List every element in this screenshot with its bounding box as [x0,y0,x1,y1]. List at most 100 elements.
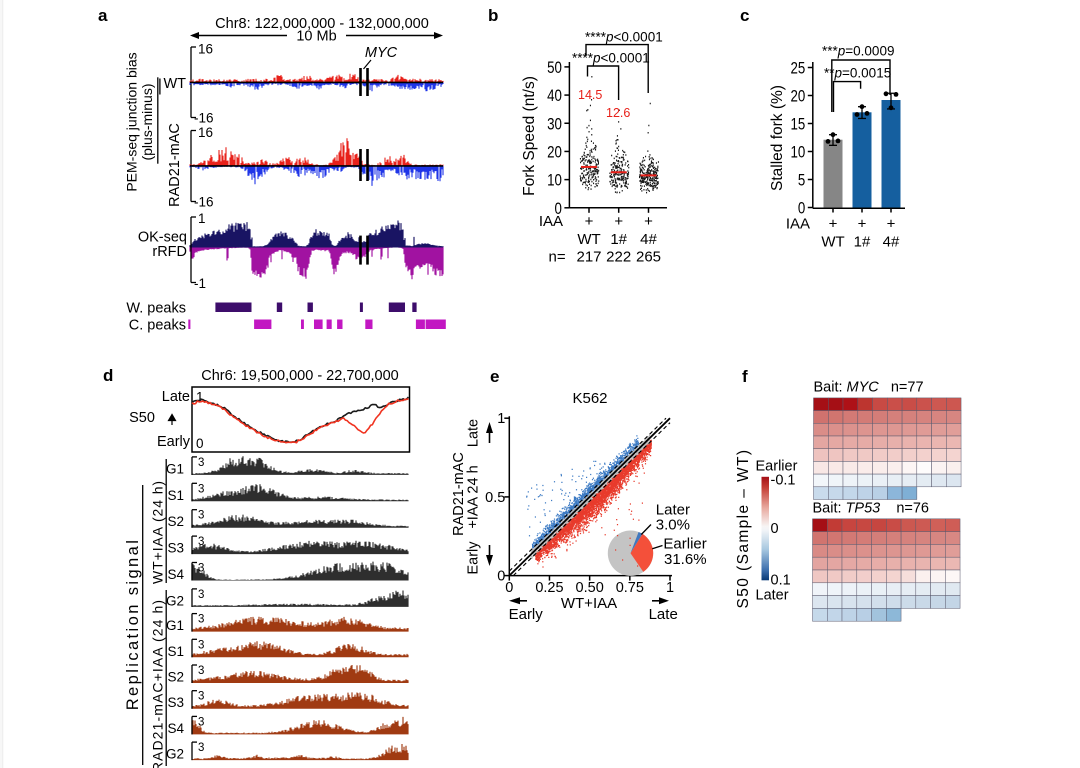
svg-text:-16: -16 [194,195,214,210]
svg-text:WT: WT [821,234,844,251]
svg-text:a: a [98,6,108,25]
svg-text:3: 3 [198,614,204,626]
svg-text:***p=0.0009: ***p=0.0009 [822,44,894,59]
svg-text:Fork Speed (nt/s): Fork Speed (nt/s) [521,76,538,196]
svg-text:****p<0.0001: ****p<0.0001 [585,30,663,45]
svg-text:****p<0.0001: ****p<0.0001 [572,51,650,66]
svg-text:31.6%: 31.6% [664,551,707,568]
svg-text:-16: -16 [194,111,214,126]
svg-text:20: 20 [791,87,806,106]
svg-text:0: 0 [196,436,204,451]
svg-text:RAD21-mAC: RAD21-mAC [167,123,183,207]
svg-text:+: + [829,216,838,233]
svg-text:+: + [585,213,594,230]
svg-text:Earlier: Earlier [756,459,798,475]
svg-text:16: 16 [198,42,213,57]
svg-text:0.75: 0.75 [616,580,644,596]
svg-text:20: 20 [547,142,562,161]
svg-text:4#: 4# [640,231,657,248]
svg-text:RAD21-mAC: RAD21-mAC [451,452,467,536]
svg-text:3: 3 [198,457,204,469]
svg-text:**p=0.0015: **p=0.0015 [824,66,891,81]
svg-text:3: 3 [198,510,204,522]
svg-text:Early: Early [509,606,544,623]
svg-text:+: + [887,216,896,233]
svg-text:RAD21-mAC+IAA (24 h): RAD21-mAC+IAA (24 h) [150,599,166,768]
svg-text:Bait: MYC n=77: Bait: MYC n=77 [814,380,924,396]
svg-text:IAA: IAA [539,213,563,230]
svg-text:+IAA 24 h: +IAA 24 h [466,465,482,528]
svg-text:Early: Early [157,434,191,450]
svg-text:10: 10 [547,171,562,190]
svg-text:0: 0 [798,199,805,218]
svg-text:3.0%: 3.0% [656,517,690,534]
svg-text:S2: S2 [167,670,184,685]
svg-text:0: 0 [497,569,505,585]
svg-text:c: c [740,6,749,25]
svg-text:rRFD: rRFD [152,244,187,260]
svg-text:10 Mb: 10 Mb [296,29,336,45]
svg-text:Bait: TP53 n=76: Bait: TP53 n=76 [813,501,930,517]
svg-text:3: 3 [198,483,204,495]
svg-text:30: 30 [547,114,562,133]
svg-text:K562: K562 [572,390,607,407]
svg-text:5: 5 [798,171,805,190]
svg-text:-1: -1 [194,276,206,291]
svg-text:+: + [644,213,653,230]
svg-text:Late: Late [466,419,482,447]
svg-text:Late: Late [162,389,190,405]
svg-text:40: 40 [547,86,562,105]
svg-text:3: 3 [198,589,204,601]
svg-text:WT+IAA: WT+IAA [561,595,617,612]
svg-text:S1: S1 [167,488,184,503]
svg-text:222: 222 [606,249,631,266]
svg-text:217: 217 [576,249,601,266]
svg-text:b: b [488,6,498,25]
svg-text:Stalled fork (%): Stalled fork (%) [769,85,786,191]
svg-text:C. peaks: C. peaks [129,318,186,334]
svg-text:Later: Later [656,502,690,519]
svg-text:25: 25 [791,59,806,78]
svg-text:3: 3 [198,639,204,651]
svg-text:S50 (Sample – WT): S50 (Sample – WT) [735,449,752,609]
svg-text:1: 1 [666,580,674,596]
svg-text:3: 3 [198,563,204,575]
svg-text:0.50: 0.50 [576,580,604,596]
svg-text:12.6: 12.6 [606,106,630,120]
svg-text:n=: n= [548,249,565,266]
svg-text:PEM-seq junction bias: PEM-seq junction bias [124,52,140,191]
svg-text:1: 1 [196,390,204,405]
svg-text:265: 265 [636,249,661,266]
svg-text:0.1: 0.1 [771,573,791,589]
svg-text:1#: 1# [854,234,871,251]
svg-text:0.25: 0.25 [535,580,563,596]
svg-text:Earlier: Earlier [663,536,706,553]
svg-text:S3: S3 [167,541,184,556]
svg-text:Late: Late [649,606,678,623]
svg-text:G2: G2 [166,593,184,608]
svg-text:3: 3 [198,716,204,728]
svg-text:3: 3 [198,691,204,703]
svg-text:0: 0 [505,580,513,596]
svg-text:0.5: 0.5 [485,490,505,506]
svg-text:f: f [742,367,748,386]
svg-text:MYC: MYC [365,45,398,61]
svg-text:S2: S2 [167,514,184,529]
svg-text:S1: S1 [167,644,184,659]
svg-text:1: 1 [198,211,206,226]
svg-text:S4: S4 [167,567,184,582]
svg-text:G1: G1 [166,461,184,476]
svg-text:Replication signal: Replication signal [124,538,142,711]
svg-text:3: 3 [198,665,204,677]
svg-text:IAA: IAA [786,216,810,233]
svg-text:+: + [858,216,867,233]
svg-text:10: 10 [791,143,806,162]
svg-text:W. peaks: W. peaks [126,301,186,317]
svg-text:3: 3 [198,742,204,754]
svg-text:WT: WT [163,76,186,92]
svg-text:e: e [490,367,499,386]
svg-text:WT+IAA (24 h): WT+IAA (24 h) [150,480,166,584]
svg-text:50: 50 [547,58,562,77]
svg-text:3: 3 [198,536,204,548]
svg-text:G1: G1 [166,618,184,633]
